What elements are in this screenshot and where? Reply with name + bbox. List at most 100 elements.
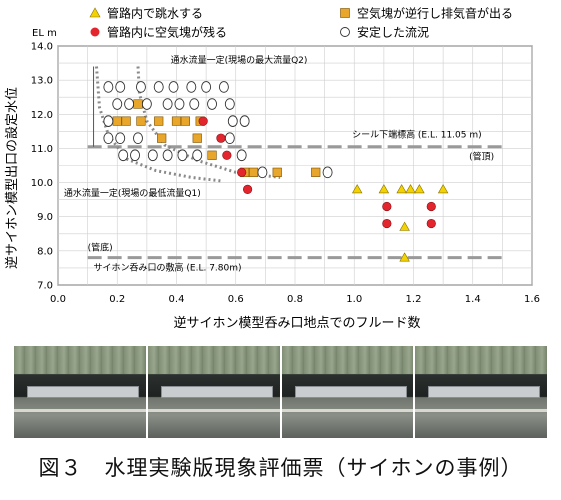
x-tick-label: 0.0 — [50, 294, 66, 305]
marker-circle-filled — [382, 201, 392, 212]
x-tick-label: 0.8 — [287, 294, 303, 305]
y-tick-label: 10.0 — [31, 178, 53, 189]
scatter-chart: シール下端標高 (E.L. 11.05 m) (管頂) (管底) サイホン呑み口の敷高… — [4, 6, 540, 332]
x-tick-label: 1.4 — [465, 294, 481, 305]
experiment-photo — [415, 346, 547, 438]
marker-triangle — [399, 252, 410, 262]
marker-circle-open — [162, 98, 173, 110]
marker-circle-open — [257, 166, 268, 179]
marker-circle-open — [118, 149, 129, 162]
x-tick-label: 1.2 — [406, 294, 422, 305]
experiment-photo — [281, 346, 414, 438]
y-tick-label: 14.0 — [31, 42, 53, 53]
marker-triangle — [405, 184, 416, 194]
marker-circle-open — [224, 98, 235, 110]
y-tick-label: 9.0 — [37, 212, 53, 223]
flow-curve-label: 通水流量一定(現場の最低流量Q1) — [64, 187, 201, 199]
experiment-photo — [147, 346, 280, 438]
marker-triangle — [399, 221, 410, 231]
legend-item: 安定した流況 — [340, 25, 429, 40]
marker-square — [192, 133, 202, 143]
x-tick-label: 1.0 — [346, 294, 362, 305]
reference-line-note: (管頂) — [469, 151, 494, 163]
marker-circle-open — [124, 98, 135, 110]
y-tick-label: 13.0 — [31, 76, 53, 87]
marker-circle-filled — [216, 133, 226, 143]
marker-circle-open — [112, 98, 123, 110]
marker-circle-filled — [198, 116, 208, 126]
marker-circle-open — [103, 81, 114, 93]
marker-circle-filled — [222, 150, 232, 160]
series — [351, 184, 449, 262]
marker-triangle — [396, 184, 407, 194]
marker-circle-filled — [382, 218, 392, 229]
reference-line-label: サイホン呑み口の敷高 (E.L. 7.80m) — [94, 262, 242, 274]
marker-circle-open — [147, 149, 158, 162]
experiment-photos — [14, 346, 547, 438]
marker-circle-filled — [426, 201, 436, 212]
marker-circle-open — [103, 115, 114, 127]
marker-square — [180, 116, 190, 126]
marker-circle-open — [192, 149, 203, 162]
flow-curve — [95, 66, 222, 183]
marker-circle-open — [177, 149, 188, 162]
x-axis-label: 逆サイホン模型呑み口地点でのフルード数 — [173, 315, 420, 331]
marker-square — [157, 133, 167, 143]
legend-item: 管路内に空気塊が残る — [90, 25, 227, 40]
legend-label: 管路内で跳水する — [107, 6, 203, 21]
legend-item: 空気塊が逆行し排気音が出る — [340, 6, 513, 21]
marker-triangle — [378, 184, 390, 194]
tick-labels: 0.0 0.2 0.4 0.6 0.8 1.0 1.2 1.4 1.6 7.0 8.0 9.0 10.0… — [31, 42, 540, 306]
marker-triangle — [351, 184, 363, 194]
flow-curves: 通水流量一定(現場の最大流量Q2) 通水流量一定(現場の最低流量Q1) — [64, 54, 307, 199]
marker-circle-open — [322, 166, 333, 179]
x-tick-label: 1.6 — [524, 294, 540, 305]
y-tick-label: 7.0 — [37, 281, 53, 292]
marker-circle-open — [115, 81, 126, 93]
marker-circle-open — [135, 81, 146, 93]
marker-circle-open — [153, 81, 164, 93]
y-tick-label: 11.0 — [31, 144, 53, 155]
marker-square — [112, 116, 122, 126]
marker-square — [272, 167, 282, 177]
y-tick-label: 12.0 — [31, 110, 53, 121]
flow-curve — [136, 66, 281, 179]
legend-label: 空気塊が逆行し排気音が出る — [357, 6, 513, 21]
experiment-photo — [14, 346, 146, 438]
y-tick-label: 8.0 — [37, 246, 53, 257]
reference-line-label: シール下端標高 (E.L. 11.05 m) — [352, 129, 482, 141]
marker-square — [133, 99, 143, 109]
x-tick-label: 0.4 — [169, 294, 185, 305]
marker-triangle — [437, 184, 449, 194]
marker-circle-open — [141, 98, 152, 110]
data-marks — [103, 81, 449, 262]
series — [103, 81, 333, 179]
marker-circle-open — [189, 98, 200, 110]
marker-square — [248, 167, 259, 177]
marker-circle-filled — [237, 167, 247, 177]
marker-circle-open — [130, 149, 140, 162]
marker-circle-open — [207, 98, 218, 110]
marker-square — [136, 116, 146, 126]
marker-circle-open — [133, 132, 143, 145]
marker-square — [207, 150, 217, 160]
marker-circle-open — [168, 81, 179, 93]
marker-circle-open — [224, 132, 235, 145]
marker-circle-open — [236, 149, 247, 162]
flow-curve-label: 通水流量一定(現場の最大流量Q2) — [171, 54, 308, 66]
figure-caption: 図３ 水理実験版現象評価票（サイホンの事例） — [38, 456, 523, 480]
legend-marker — [340, 8, 350, 18]
marker-triangle — [414, 184, 425, 194]
marker-circle-open — [115, 132, 126, 145]
y-unit-label: EL m — [32, 28, 57, 39]
reference-lines: シール下端標高 (E.L. 11.05 m) (管頂) (管底) サイホン呑み口の敷高… — [87, 129, 503, 274]
marker-square — [154, 116, 164, 126]
x-tick-label: 0.6 — [228, 294, 244, 305]
y-axis-label: 逆サイホン模型出口の設定水位 — [4, 87, 20, 269]
marker-circle-filled — [426, 218, 436, 229]
marker-circle-open — [239, 115, 250, 127]
x-tick-label: 0.2 — [109, 294, 125, 305]
marker-circle-open — [103, 132, 114, 145]
marker-circle-open — [162, 149, 173, 162]
